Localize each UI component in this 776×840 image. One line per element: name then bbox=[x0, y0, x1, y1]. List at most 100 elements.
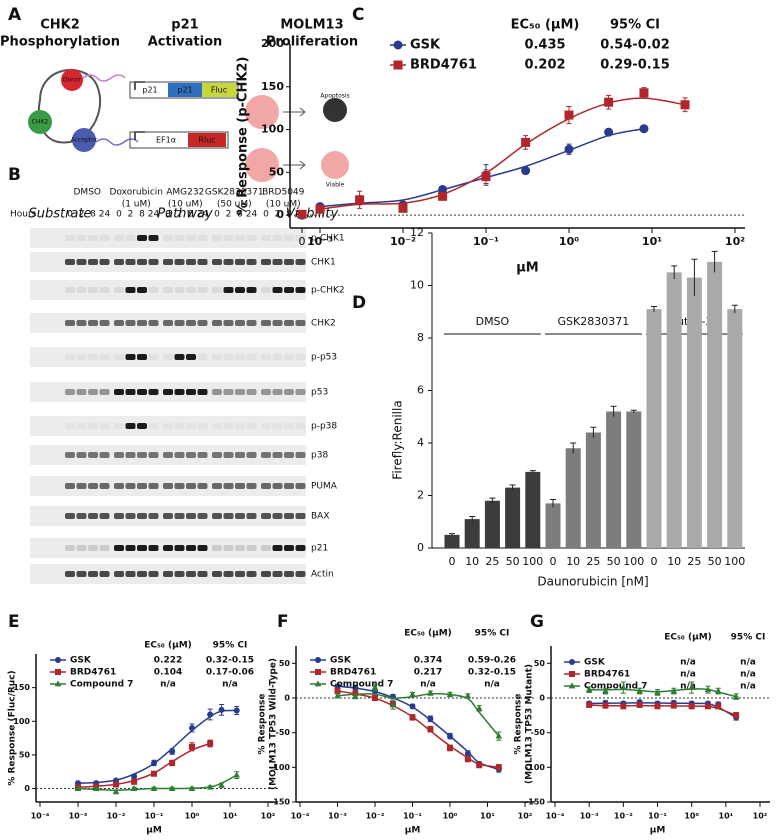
data-point bbox=[297, 209, 307, 219]
x-tick-label: 10⁰ bbox=[684, 812, 699, 821]
data-point bbox=[92, 784, 100, 791]
blot-band bbox=[99, 513, 110, 519]
protein-label: CHK2 bbox=[311, 319, 336, 329]
data-point bbox=[334, 683, 341, 690]
data-point bbox=[464, 756, 471, 763]
fluc-box bbox=[202, 83, 237, 97]
hour-label: 8 bbox=[90, 210, 96, 220]
data-point bbox=[688, 684, 695, 690]
data-point bbox=[334, 692, 341, 699]
fit-curve bbox=[319, 127, 645, 208]
ec50-header: EC₅₀ (μM) bbox=[404, 629, 452, 639]
blot-band bbox=[284, 320, 294, 326]
data-point bbox=[620, 703, 627, 710]
x-tick-label: 10² bbox=[261, 812, 276, 821]
x-tick-label: 0 bbox=[550, 555, 557, 568]
x-tick-label: 10¹ bbox=[223, 812, 238, 821]
ec50-header: 95% CI bbox=[475, 629, 510, 639]
x-tick-label: 10⁻¹ bbox=[145, 812, 164, 821]
blot-band bbox=[212, 287, 222, 293]
cell-icon bbox=[245, 95, 279, 129]
blot-band bbox=[212, 259, 222, 265]
data-point bbox=[315, 204, 325, 214]
blot-band bbox=[88, 259, 98, 265]
blot-band bbox=[212, 235, 222, 241]
blot-band bbox=[88, 389, 98, 395]
blot-band bbox=[114, 483, 124, 489]
blot-band bbox=[295, 545, 306, 551]
x-tick-label: 10 bbox=[465, 555, 479, 568]
x-tick-label: 10⁰ bbox=[185, 812, 200, 821]
blot-strip bbox=[30, 280, 306, 300]
y-tick-label: 50 bbox=[269, 165, 285, 178]
blot-band bbox=[65, 259, 75, 265]
x-tick-label: 10⁻³ bbox=[69, 812, 88, 821]
blot-band bbox=[174, 389, 185, 395]
x-tick-label: 10⁻¹ bbox=[648, 812, 667, 821]
data-point bbox=[654, 703, 661, 710]
blot-band bbox=[235, 259, 245, 265]
blot-band bbox=[99, 320, 110, 326]
blot-band bbox=[137, 571, 147, 577]
data-point bbox=[131, 773, 138, 780]
blot-band bbox=[284, 287, 294, 293]
x-tick-label: 100 bbox=[724, 555, 745, 568]
blot-band bbox=[261, 571, 271, 577]
blot-band bbox=[223, 320, 234, 326]
x-tick-label: 10⁻² bbox=[366, 812, 385, 821]
diagram-label: Viable bbox=[326, 182, 345, 189]
x-tick-label: 10¹ bbox=[719, 812, 734, 821]
ec50-value: n/a bbox=[680, 682, 696, 692]
diagram-label: p21 bbox=[177, 86, 192, 95]
x-tick-label: 10⁻¹ bbox=[473, 235, 499, 248]
blot-band bbox=[148, 354, 159, 360]
hour-label: 2 bbox=[226, 210, 232, 220]
y-tick-label: -100 bbox=[270, 763, 290, 772]
data-point bbox=[398, 203, 408, 213]
blot-band bbox=[197, 354, 208, 360]
blot-band bbox=[197, 389, 208, 395]
error-bar bbox=[731, 304, 738, 314]
y-tick-label: 150 bbox=[261, 80, 284, 93]
hours-label: Hours bbox=[10, 210, 37, 220]
blot-band bbox=[88, 423, 98, 429]
data-point bbox=[233, 707, 240, 714]
x-tick-label: 25 bbox=[586, 555, 600, 568]
blot-band bbox=[163, 235, 173, 241]
blot-band bbox=[235, 483, 245, 489]
bar bbox=[585, 432, 601, 548]
blot-band bbox=[295, 513, 306, 519]
blot-band bbox=[284, 354, 294, 360]
y-tick-label: 100 bbox=[13, 717, 30, 726]
fit-curve bbox=[77, 774, 238, 791]
data-point bbox=[151, 770, 157, 777]
y-tick-label: 0 bbox=[539, 694, 545, 703]
hour-label: 0 bbox=[263, 210, 269, 220]
x-tick-label: 10⁰ bbox=[559, 235, 579, 248]
blot-band bbox=[212, 483, 222, 489]
bar bbox=[646, 309, 662, 548]
ec50-value: n/a bbox=[160, 680, 176, 690]
error-bar bbox=[630, 409, 637, 413]
blot-band bbox=[186, 513, 196, 519]
data-point bbox=[151, 759, 157, 766]
blot-band bbox=[235, 389, 245, 395]
data-point bbox=[704, 686, 712, 693]
hour-label: 0 bbox=[67, 210, 73, 220]
blot-band bbox=[235, 287, 245, 293]
blot-band bbox=[174, 513, 185, 519]
protein-label: p21 bbox=[311, 544, 328, 554]
ec50-value: n/a bbox=[420, 680, 436, 690]
x-tick-label: 10¹ bbox=[480, 812, 495, 821]
y-tick-label: 0 bbox=[276, 208, 284, 221]
promoter-arrow bbox=[134, 131, 145, 140]
data-point bbox=[715, 703, 722, 710]
blot-band bbox=[114, 389, 124, 395]
blot-band bbox=[65, 483, 75, 489]
y-axis-label: % Response (Fluc/Ruc) bbox=[8, 670, 18, 785]
blot-band bbox=[88, 354, 98, 360]
blot-band bbox=[163, 259, 173, 265]
data-point bbox=[688, 703, 695, 710]
data-point bbox=[475, 704, 483, 711]
y-tick-label: -50 bbox=[531, 728, 546, 737]
